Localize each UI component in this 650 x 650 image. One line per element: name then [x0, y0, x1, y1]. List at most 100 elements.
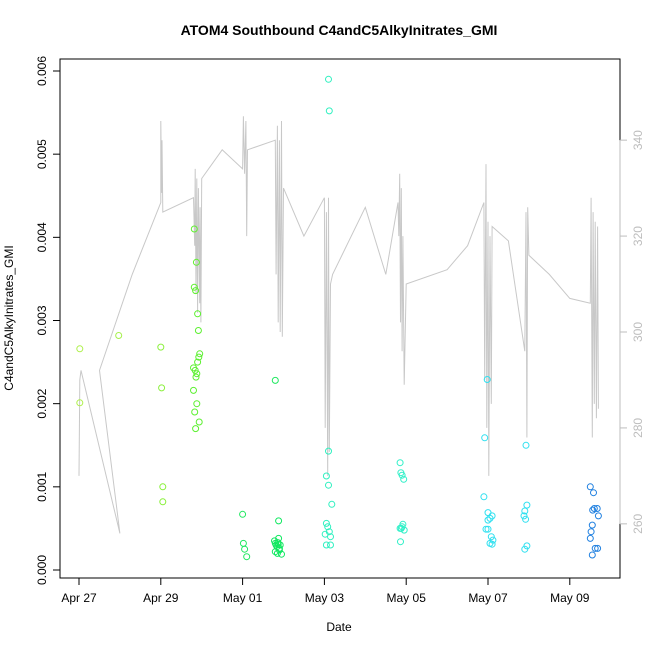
data-point — [322, 541, 330, 549]
data-point — [328, 500, 336, 508]
y2-tick-label: 280 — [631, 418, 645, 438]
line-series — [78, 116, 599, 534]
data-point — [278, 550, 285, 558]
data-point — [192, 373, 200, 381]
x-tick-label: May 09 — [550, 591, 590, 605]
data-point — [271, 548, 279, 556]
data-point — [325, 447, 332, 455]
data-point — [193, 400, 201, 408]
altitude-line — [78, 116, 599, 534]
data-point — [327, 533, 334, 541]
data-point — [243, 553, 251, 561]
data-point — [480, 493, 488, 501]
data-point — [397, 538, 404, 546]
data-point — [594, 544, 602, 552]
data-point — [522, 441, 530, 449]
data-point — [158, 384, 166, 392]
y-tick-label: 0.005 — [35, 139, 49, 169]
data-point — [322, 519, 330, 527]
x-tick-label: Apr 27 — [61, 591, 97, 605]
data-point — [521, 507, 529, 515]
data-point — [322, 472, 330, 480]
x-tick-label: Apr 29 — [143, 591, 179, 605]
data-point — [325, 75, 332, 83]
y2-tick-label: 260 — [631, 514, 645, 534]
y-tick-label: 0.003 — [35, 305, 49, 335]
data-point — [400, 475, 408, 483]
data-point — [398, 523, 406, 531]
data-point — [273, 549, 281, 557]
data-point — [194, 327, 202, 334]
x-tick-label: May 07 — [468, 591, 508, 605]
data-point — [588, 521, 596, 529]
data-point — [190, 225, 198, 233]
x-tick-label: May 03 — [305, 591, 345, 605]
data-point — [588, 551, 596, 559]
data-point — [593, 505, 601, 512]
data-point — [587, 528, 595, 536]
data-point — [193, 370, 201, 378]
data-point — [484, 516, 492, 524]
data-point — [586, 534, 594, 542]
data-point — [398, 471, 406, 479]
data-point — [523, 501, 531, 509]
data-point — [274, 540, 282, 548]
data-point — [591, 544, 599, 552]
x-axis: Apr 27 Apr 29 May 01 May 03 May 05 May 07 May … — [61, 577, 590, 605]
y-tick-label: 0.001 — [35, 471, 49, 501]
data-point — [76, 345, 84, 353]
x-tick-label: May 05 — [387, 591, 427, 605]
plot-frame — [59, 58, 621, 579]
data-point — [241, 545, 249, 553]
data-point — [194, 310, 202, 318]
data-point — [590, 489, 597, 497]
data-point — [159, 498, 167, 506]
data-point — [522, 515, 530, 523]
data-point — [325, 481, 332, 489]
data-point — [191, 408, 199, 416]
data-point — [115, 332, 123, 339]
data-point — [239, 510, 247, 518]
data-point — [521, 545, 529, 553]
data-point — [192, 287, 200, 295]
data-point — [484, 509, 492, 517]
data-point — [195, 353, 203, 361]
data-point — [190, 386, 197, 394]
data-point — [195, 418, 203, 426]
data-point — [324, 523, 332, 531]
data-point — [520, 512, 528, 520]
data-point — [159, 483, 167, 491]
data-point — [487, 533, 495, 541]
x-axis-label: Date — [326, 620, 352, 634]
y2-tick-label: 340 — [631, 130, 645, 150]
points-layer — [76, 75, 602, 561]
y2-axis: 260 280 300 320 340 — [619, 130, 645, 534]
data-point — [488, 540, 496, 548]
data-point — [484, 525, 492, 533]
data-point — [157, 343, 165, 351]
data-point — [76, 399, 84, 407]
data-point — [325, 107, 333, 115]
data-point — [275, 517, 283, 525]
data-point — [271, 376, 279, 384]
data-point — [239, 539, 247, 547]
x-tick-label: May 01 — [223, 591, 263, 605]
data-point — [589, 506, 597, 514]
data-point — [483, 376, 491, 383]
y-axis: 0.000 0.001 0.002 0.003 0.004 0.005 0.006 — [35, 56, 61, 585]
y-tick-label: 0.006 — [35, 56, 49, 86]
data-point — [190, 283, 198, 291]
y-tick-label: 0.000 — [35, 555, 49, 585]
data-point — [594, 512, 602, 520]
y2-tick-label: 300 — [631, 322, 645, 342]
y2-tick-label: 320 — [631, 226, 645, 246]
y-axis-label: C4andC5AlkyInitrates_GMI — [2, 245, 16, 390]
data-point — [194, 358, 202, 366]
data-point — [191, 366, 199, 374]
y-tick-label: 0.002 — [35, 388, 49, 418]
data-point — [482, 525, 490, 533]
chart-title: ATOM4 Southbound C4andC5AlkyInitrates_GM… — [181, 22, 498, 38]
data-point — [481, 434, 489, 442]
